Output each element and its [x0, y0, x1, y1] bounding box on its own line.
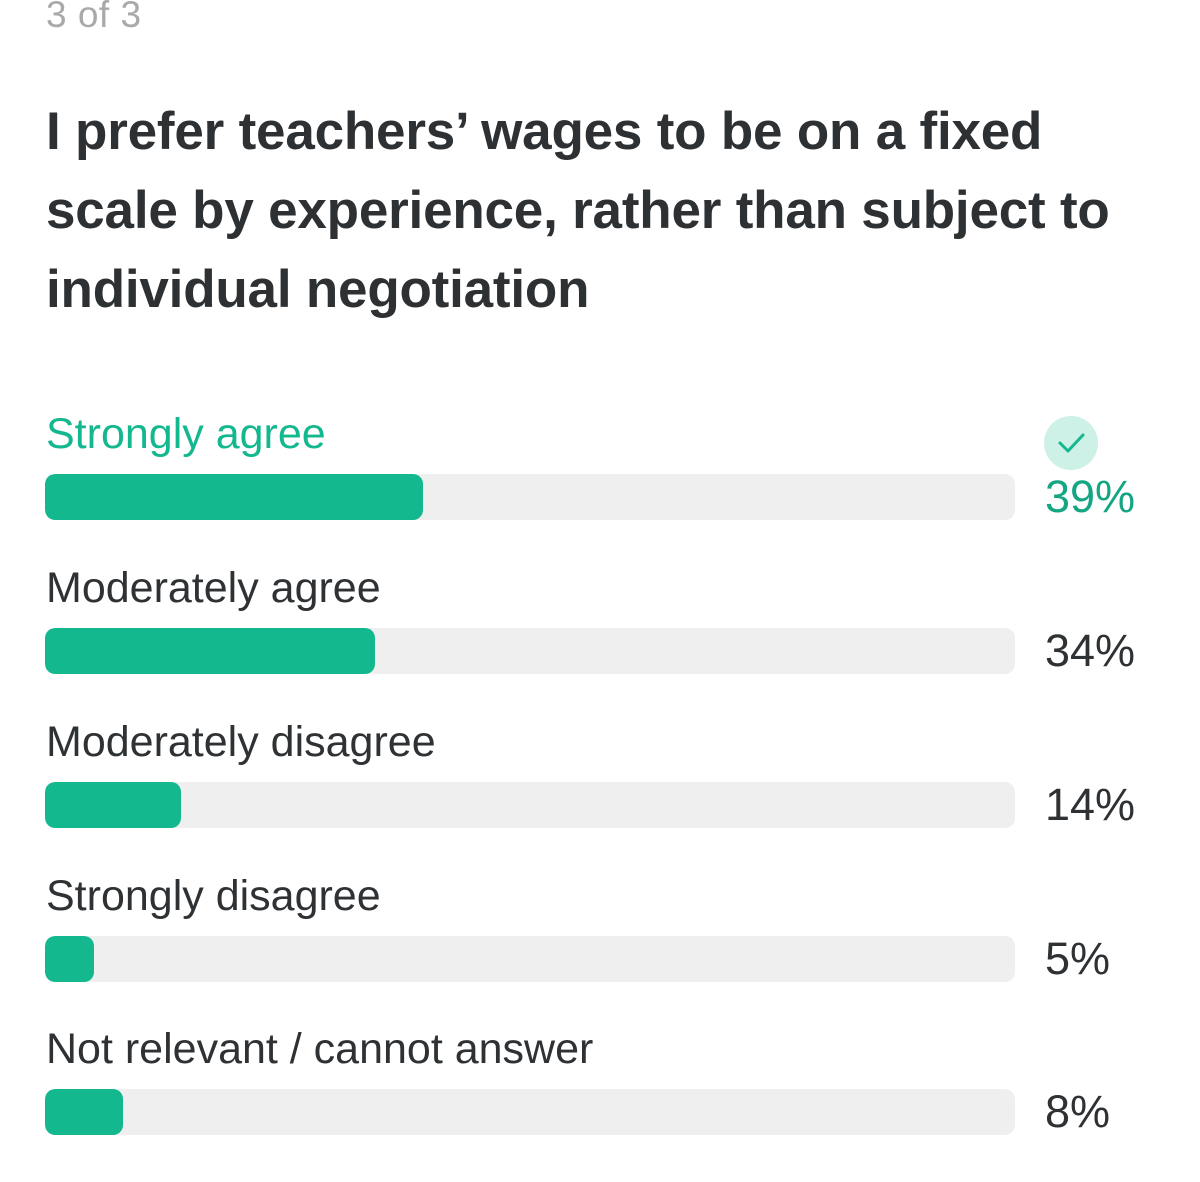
result-percent: 5%: [1045, 933, 1111, 984]
result-bar-track: [45, 474, 1015, 520]
option-strongly-disagree: Strongly disagree 5%: [0, 870, 1200, 1010]
option-label: Strongly disagree: [46, 872, 381, 920]
option-label: Not relevant / cannot answer: [46, 1025, 594, 1073]
result-bar-fill: [45, 936, 94, 982]
result-percent: 34%: [1045, 625, 1136, 676]
result-bar-fill: [45, 1089, 123, 1135]
option-label: Moderately disagree: [46, 718, 436, 766]
result-bar-track: [45, 782, 1015, 828]
option-label: Moderately agree: [46, 564, 381, 612]
option-strongly-agree: Strongly agree 39%: [0, 408, 1200, 548]
result-percent: 14%: [1045, 779, 1136, 830]
result-bar-track: [45, 628, 1015, 674]
result-percent: 8%: [1045, 1086, 1111, 1137]
option-moderately-agree: Moderately agree 34%: [0, 562, 1200, 702]
option-moderately-disagree: Moderately disagree 14%: [0, 716, 1200, 856]
question-progress: 3 of 3: [46, 0, 142, 35]
result-bar-fill: [45, 474, 423, 520]
result-bar-track: [45, 936, 1015, 982]
result-bar-fill: [45, 628, 375, 674]
result-bar-track: [45, 1089, 1015, 1135]
question-title: I prefer teachers’ wages to be on a fixe…: [46, 102, 1110, 319]
option-label: Strongly agree: [46, 410, 326, 458]
result-bar-fill: [45, 782, 181, 828]
result-percent: 39%: [1045, 471, 1136, 522]
check-icon: [1044, 416, 1098, 470]
option-not-relevant: Not relevant / cannot answer 8%: [0, 1023, 1200, 1163]
